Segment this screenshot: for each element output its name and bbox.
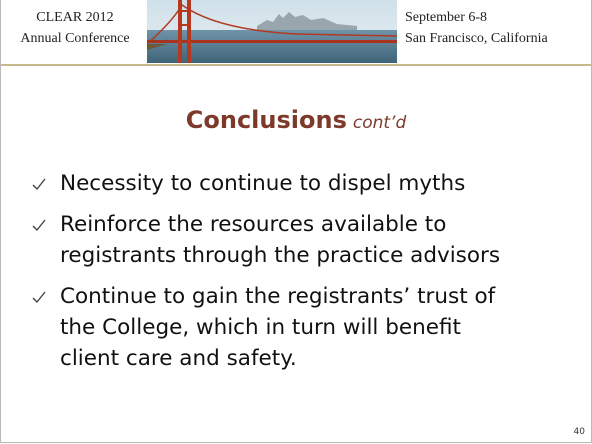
bullet-line: registrants through the practice advisor…	[60, 243, 501, 268]
header-rule	[1, 64, 591, 66]
bullet-line: Necessity to continue to dispel myths	[60, 171, 466, 196]
bullet: Continue to gain the registrants’ trust …	[31, 281, 500, 374]
header-left: CLEAR 2012 Annual Conference	[6, 7, 144, 49]
header-image	[147, 0, 397, 63]
header-text: September 6-8	[405, 10, 488, 25]
check-icon	[32, 291, 46, 304]
title-main: Conclusions	[185, 106, 347, 134]
bullet-line: Continue to gain the registrants’ trust …	[60, 284, 496, 309]
header-text: CLEAR 2012	[36, 10, 114, 25]
header-text: Annual Conference	[20, 31, 130, 46]
bullet-line: the College, which in turn will benefit	[60, 315, 461, 340]
page-number: 40	[573, 427, 585, 437]
check-icon	[32, 219, 46, 232]
check-icon	[32, 178, 46, 191]
header-right: September 6-8 San Francisco, California	[405, 7, 548, 49]
check-mark	[32, 219, 46, 232]
bullet-list: Necessity to continue to dispel myths Rei…	[31, 168, 500, 384]
bullet-line: client care and safety.	[60, 346, 297, 371]
slide-title: Conclusions cont’d	[1, 106, 591, 134]
check-mark	[32, 178, 46, 191]
bullet: Necessity to continue to dispel myths	[31, 168, 500, 199]
bullet: Reinforce the resources available to regi…	[31, 209, 500, 271]
header-text: San Francisco, California	[405, 31, 548, 46]
check-mark	[32, 291, 46, 304]
title-suffix: cont’d	[352, 113, 407, 133]
bullet-line: Reinforce the resources available to	[60, 212, 447, 237]
